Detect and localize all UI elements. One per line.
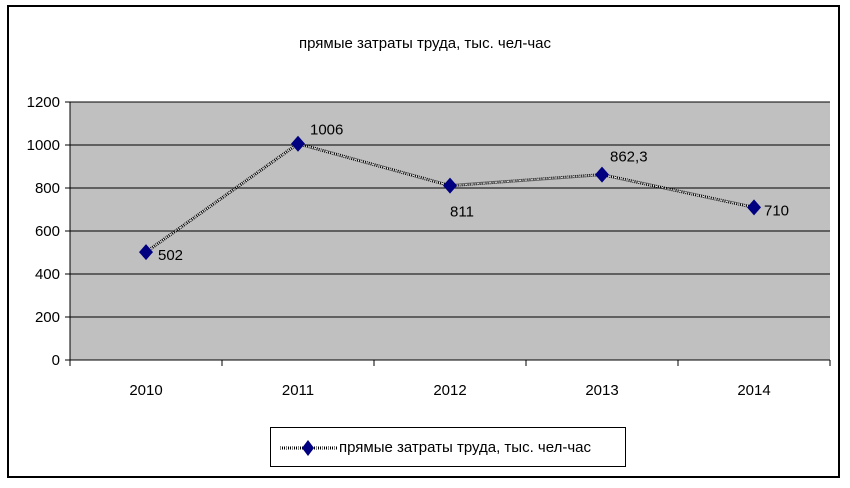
y-tick-label: 600	[35, 223, 60, 240]
data-point-marker	[595, 166, 609, 183]
data-label: 811	[450, 204, 474, 221]
y-tick-label: 200	[35, 309, 60, 326]
y-tick-label: 800	[35, 180, 60, 197]
y-tick-label: 1200	[27, 94, 60, 111]
x-tick-label: 2013	[585, 382, 618, 399]
data-point-marker	[139, 244, 153, 261]
y-axis-ticks: 0 200 400 600 800 1000 1200	[27, 94, 70, 369]
legend: прямые затраты труда, тыс. чел-час	[270, 427, 626, 467]
x-tick-label: 2011	[282, 382, 314, 399]
data-label: 862,3	[610, 149, 648, 166]
x-tick-label: 2014	[737, 382, 770, 399]
legend-line-sample	[280, 440, 337, 456]
x-tick-label: 2012	[433, 382, 466, 399]
legend-label: прямые затраты труда, тыс. чел-час	[339, 439, 591, 456]
x-axis-ticks: 2010 2011 2012 2013 2014	[69, 360, 831, 399]
data-point-marker	[291, 135, 305, 152]
data-label: 710	[764, 202, 789, 219]
series-group: 502 1006 811 862,3 710	[139, 122, 789, 264]
legend-diamond-marker	[302, 440, 314, 456]
data-label: 1006	[310, 122, 343, 139]
data-point-marker	[747, 199, 761, 216]
data-label: 502	[158, 247, 183, 264]
chart-title: прямые затраты труда, тыс. чел-час	[299, 35, 551, 52]
y-tick-label: 0	[52, 352, 60, 369]
y-tick-label: 400	[35, 266, 60, 283]
x-tick-label: 2010	[129, 382, 162, 399]
data-point-marker	[443, 177, 457, 194]
y-tick-label: 1000	[27, 137, 60, 154]
gridlines	[70, 101, 830, 318]
